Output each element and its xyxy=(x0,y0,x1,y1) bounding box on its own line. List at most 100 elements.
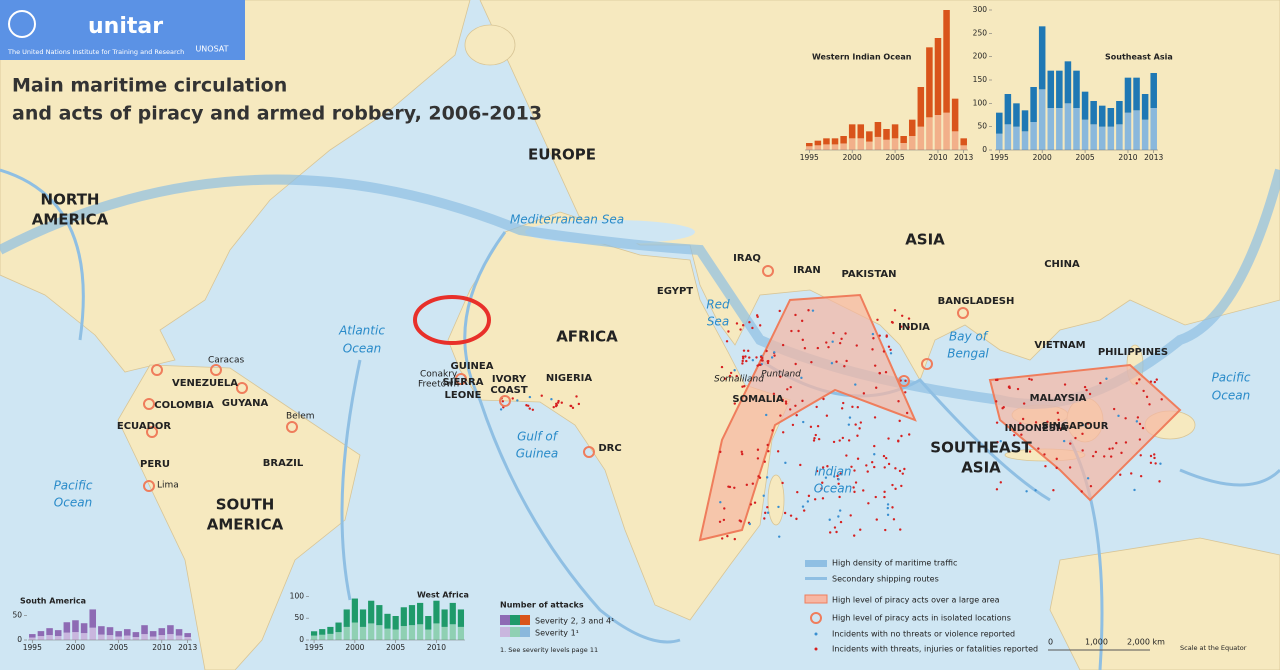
bar xyxy=(960,145,967,150)
incident xyxy=(900,484,903,488)
incident xyxy=(825,414,829,417)
incident xyxy=(802,420,805,424)
bar xyxy=(840,136,847,144)
bar xyxy=(351,622,358,640)
bar xyxy=(351,598,358,623)
incident xyxy=(1154,462,1157,465)
incident xyxy=(814,433,817,437)
y-tick-label: 150 xyxy=(973,75,988,84)
hotspot xyxy=(898,375,910,387)
incident xyxy=(756,457,760,460)
bar xyxy=(1124,112,1132,150)
bar xyxy=(175,635,183,640)
incident xyxy=(840,407,844,410)
incident xyxy=(1059,427,1062,430)
highlight-ring xyxy=(413,295,491,345)
incident xyxy=(797,329,800,333)
incident xyxy=(560,401,563,404)
incident xyxy=(995,400,998,403)
incident xyxy=(759,363,762,367)
incident xyxy=(999,481,1002,484)
bar xyxy=(343,609,350,627)
bar xyxy=(926,47,933,118)
incident xyxy=(1062,439,1066,443)
x-tick-label: 1995 xyxy=(23,643,42,652)
incident xyxy=(853,490,856,494)
bar xyxy=(866,131,873,142)
map-label: SINGAPOUR xyxy=(1042,421,1109,432)
incident xyxy=(837,482,840,486)
bar xyxy=(98,634,105,640)
map-label: AFRICA xyxy=(556,328,618,346)
bar xyxy=(840,143,847,150)
incident xyxy=(908,433,911,436)
incident xyxy=(907,326,911,329)
scale-mark: 1,000 xyxy=(1085,638,1108,647)
incident xyxy=(900,314,904,317)
incident xyxy=(741,355,745,358)
incident xyxy=(745,483,749,487)
x-tick-label: 2005 xyxy=(109,643,128,652)
incident xyxy=(874,386,878,389)
incident xyxy=(720,365,724,369)
incident xyxy=(767,359,770,363)
map-label: Sea xyxy=(707,315,729,329)
map-label: ASIA xyxy=(961,459,1001,477)
incident xyxy=(733,402,736,405)
legend-swatch xyxy=(814,647,818,651)
incident xyxy=(1057,418,1060,422)
bar xyxy=(384,628,391,640)
incident xyxy=(719,501,722,504)
incident xyxy=(904,379,907,382)
incident xyxy=(894,487,897,491)
incident xyxy=(1117,414,1120,418)
bar xyxy=(1021,110,1029,132)
bar xyxy=(408,625,416,640)
incident xyxy=(801,338,804,342)
legend-swatch xyxy=(805,560,827,567)
incident xyxy=(897,440,900,443)
incident xyxy=(873,465,876,469)
incident xyxy=(870,461,874,464)
incident xyxy=(1025,490,1028,493)
incident xyxy=(886,503,890,506)
incident xyxy=(726,534,729,538)
bar xyxy=(806,146,813,150)
legend-label: High level of piracy acts in isolated lo… xyxy=(832,614,1011,623)
map-label: EGYPT xyxy=(657,286,693,297)
map-label: ASIA xyxy=(905,231,945,249)
incident xyxy=(1145,395,1149,399)
incident xyxy=(1069,442,1072,445)
bar xyxy=(1056,70,1063,108)
hotspot xyxy=(583,446,595,458)
bar xyxy=(425,616,432,630)
bar xyxy=(1064,103,1072,150)
bar xyxy=(184,637,191,640)
map-label: PHILIPPINES xyxy=(1098,347,1168,358)
map-label: VIETNAM xyxy=(1034,340,1085,351)
incident xyxy=(898,419,901,423)
bar xyxy=(1047,70,1055,108)
bar xyxy=(433,623,440,640)
map-label: PAKISTAN xyxy=(842,269,897,280)
incident xyxy=(1149,461,1153,465)
bar xyxy=(908,119,916,136)
incident xyxy=(1153,380,1157,384)
incident xyxy=(1085,388,1088,392)
incident xyxy=(871,348,874,351)
bar xyxy=(72,632,79,640)
incident xyxy=(890,320,894,324)
map-label: Guinea xyxy=(516,447,559,461)
bar xyxy=(1038,26,1046,90)
incident xyxy=(766,506,769,509)
incident xyxy=(867,502,870,505)
bar xyxy=(891,138,899,150)
attacks-swatch xyxy=(500,627,530,637)
incident xyxy=(1119,473,1122,476)
incident xyxy=(838,439,841,442)
incident xyxy=(799,463,802,467)
bar xyxy=(123,635,131,640)
incident xyxy=(832,475,836,478)
bar xyxy=(934,115,942,150)
incident xyxy=(786,388,789,391)
